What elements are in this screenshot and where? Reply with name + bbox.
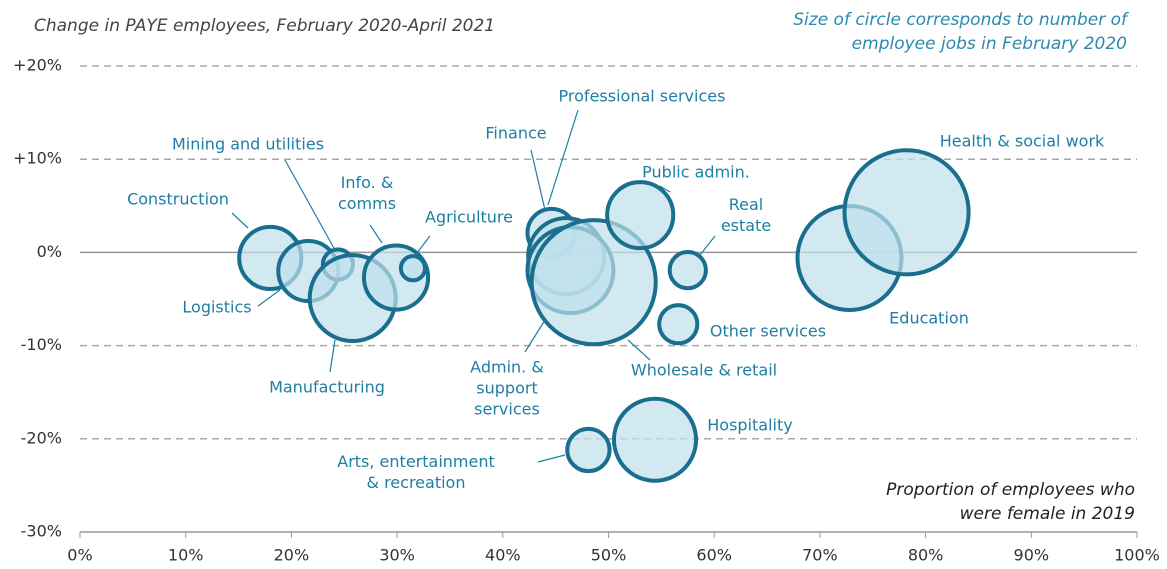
- bubble-label: Info. & comms: [337, 173, 397, 213]
- bubble-label: Mining and utilities: [171, 134, 325, 154]
- leader-line: [547, 109, 579, 206]
- leader-line: [284, 159, 336, 251]
- leader-line: [231, 212, 249, 229]
- bubble-label: Health & social work: [939, 131, 1105, 151]
- x-tick-label: 20%: [274, 546, 310, 565]
- bubble-label: Logistics: [182, 297, 252, 317]
- x-tick-label: 100%: [1114, 546, 1160, 565]
- bubble-label: Hospitality: [707, 415, 793, 435]
- x-tick-label: 10%: [168, 546, 204, 565]
- bubble: [657, 303, 700, 346]
- x-tick-label: 80%: [908, 546, 944, 565]
- bubble-label: Agriculture: [425, 207, 513, 227]
- bubble-label: Admin. & support services: [470, 357, 544, 419]
- bubble-label: Finance: [485, 123, 547, 143]
- bubble: [398, 254, 428, 283]
- chart-title: Change in PAYE employees, February 2020-…: [34, 16, 496, 36]
- leader-line: [530, 149, 546, 211]
- bubble-label: Professional services: [558, 86, 726, 106]
- leader-line: [329, 339, 336, 373]
- bubble: [667, 250, 708, 291]
- x-tick-label: 90%: [1014, 546, 1050, 565]
- leader-line: [659, 185, 671, 193]
- bubble: [529, 218, 658, 347]
- bubble-label: Arts, entertainment & recreation: [337, 452, 495, 492]
- bubble: [842, 148, 971, 277]
- bubble-label: Manufacturing: [269, 377, 385, 397]
- bubble: [611, 396, 699, 483]
- y-tick-label: 0%: [37, 242, 62, 261]
- bubble-label: Construction: [127, 189, 229, 209]
- x-tick-label: 70%: [802, 546, 838, 565]
- bubble: [605, 180, 676, 251]
- leader-line: [627, 339, 651, 361]
- y-tick-label: +10%: [13, 149, 62, 168]
- y-tick-label: -30%: [21, 522, 62, 541]
- leader-line: [537, 454, 566, 463]
- bubble-label: Other services: [709, 321, 827, 341]
- bubble: [565, 426, 612, 474]
- x-tick-label: 60%: [696, 546, 732, 565]
- leader-line: [369, 224, 383, 244]
- bubble-label: Wholesale & retail: [630, 360, 778, 380]
- y-tick-label: -10%: [21, 335, 62, 354]
- x-axis-label: Proportion of employees who were female …: [886, 480, 1135, 524]
- x-tick-label: 40%: [485, 546, 521, 565]
- leader-line: [412, 235, 431, 259]
- bubble-label: Education: [889, 308, 969, 328]
- size-note: Size of circle corresponds to number of …: [793, 10, 1127, 54]
- y-tick-label: -20%: [21, 428, 62, 447]
- bubble-label: Public admin.: [642, 162, 750, 182]
- y-tick-label: +20%: [13, 56, 62, 75]
- leader-line: [699, 235, 716, 256]
- x-tick-label: 0%: [67, 546, 92, 565]
- leader-line: [257, 289, 281, 307]
- x-tick-label: 50%: [591, 546, 627, 565]
- bubble-label: Real estate: [720, 195, 772, 235]
- x-tick-label: 30%: [379, 546, 415, 565]
- leader-line: [524, 319, 546, 353]
